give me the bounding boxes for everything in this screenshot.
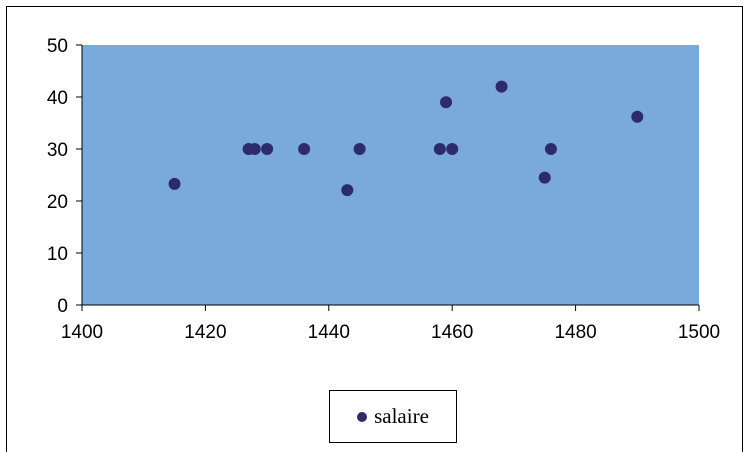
x-tick-label: 1480 bbox=[554, 322, 596, 343]
data-point bbox=[495, 80, 508, 93]
data-point bbox=[353, 143, 366, 155]
x-axis-ticks: 1400 1420 1440 1460 1480 1500 bbox=[61, 305, 720, 343]
data-point bbox=[341, 184, 354, 197]
data-point bbox=[433, 143, 446, 155]
data-point bbox=[538, 171, 551, 184]
data-point bbox=[440, 96, 453, 109]
y-tick-label: 50 bbox=[47, 36, 68, 57]
data-points bbox=[168, 80, 644, 197]
x-tick-label: 1460 bbox=[431, 322, 473, 343]
y-tick-label: 40 bbox=[47, 88, 68, 109]
legend: salaire bbox=[329, 390, 457, 443]
data-point bbox=[298, 143, 311, 155]
data-point bbox=[631, 110, 644, 123]
data-point bbox=[168, 177, 181, 190]
x-tick-label: 1440 bbox=[308, 322, 350, 343]
plot-area bbox=[82, 45, 699, 305]
y-tick-label: 10 bbox=[47, 244, 68, 265]
data-point bbox=[261, 143, 274, 155]
data-point bbox=[544, 143, 557, 155]
axes bbox=[81, 45, 699, 306]
x-tick-label: 1400 bbox=[61, 322, 103, 343]
y-tick-label: 0 bbox=[57, 296, 68, 317]
y-axis-ticks: 0 10 20 30 40 50 bbox=[47, 36, 82, 317]
legend-marker-icon bbox=[357, 411, 368, 422]
x-tick-label: 1500 bbox=[678, 322, 720, 343]
data-point bbox=[248, 143, 261, 155]
y-tick-label: 20 bbox=[47, 192, 68, 213]
legend-label: salaire bbox=[374, 404, 429, 428]
data-point bbox=[446, 143, 459, 155]
x-tick-label: 1420 bbox=[184, 322, 226, 343]
y-tick-label: 30 bbox=[47, 140, 68, 161]
